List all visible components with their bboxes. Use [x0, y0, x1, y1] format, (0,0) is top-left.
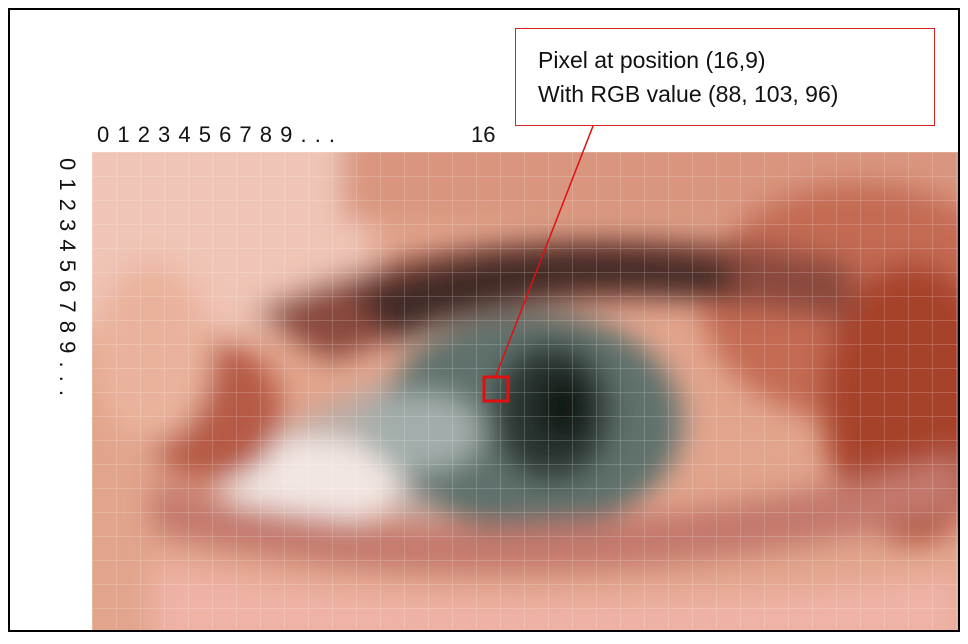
pixel-info-callout: Pixel at position (16,9) With RGB value … — [515, 28, 935, 126]
callout-rgb-text: With RGB value (88, 103, 96) — [538, 81, 839, 107]
column-index-16: 16 — [471, 122, 496, 147]
pixelated-eye-image — [92, 152, 958, 630]
figure-frame: 0 1 2 3 4 5 6 7 8 9 . . . 16 0 1 2 3 4 5… — [8, 8, 960, 632]
callout-position-text: Pixel at position (16,9) — [538, 47, 766, 73]
column-index-labels: 0 1 2 3 4 5 6 7 8 9 . . . — [97, 122, 337, 147]
callout-leader-line — [494, 125, 594, 379]
